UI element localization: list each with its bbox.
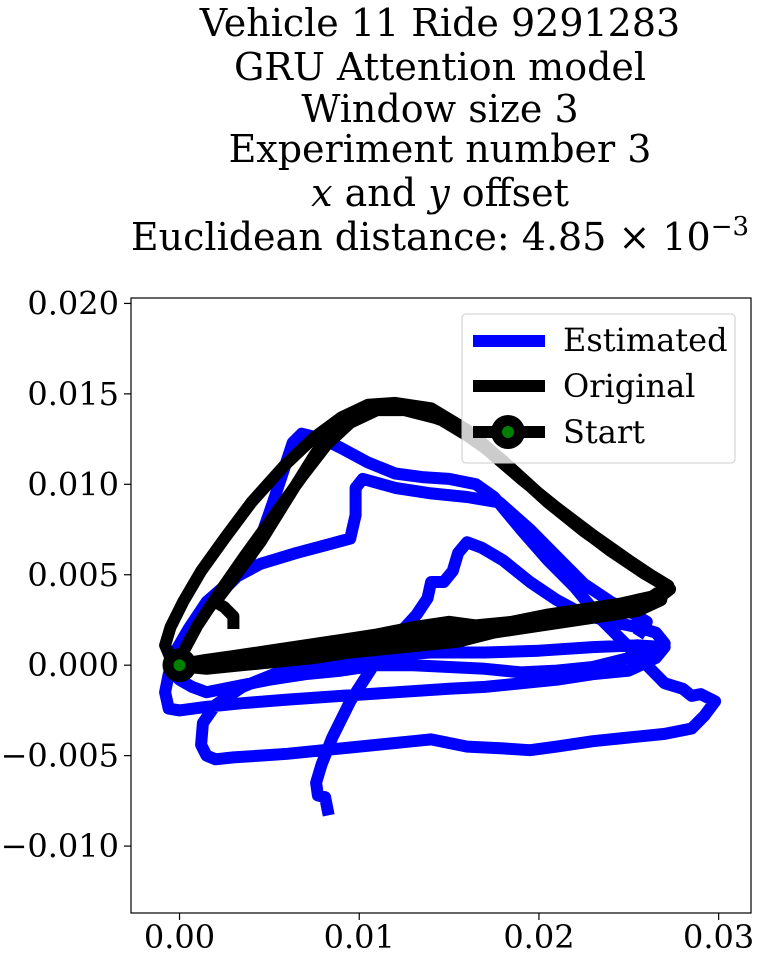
x-tick-label: 0.01 xyxy=(324,918,395,956)
y-tick-label: 0.015 xyxy=(27,375,119,413)
x-axis: 0.00 0.01 0.02 0.03 xyxy=(144,913,754,956)
series-line-original xyxy=(159,396,677,675)
y-tick-label: 0.000 xyxy=(27,646,119,684)
distance-prefix: Euclidean distance: 4.85 × 10 xyxy=(131,215,711,259)
legend-frame xyxy=(461,313,736,464)
legend-start-label: Start xyxy=(563,413,645,451)
legend: Estimated Original Start xyxy=(461,313,736,464)
title-line-distance: Euclidean distance: 4.85 × 10−3 xyxy=(131,212,749,259)
marker-layer xyxy=(162,648,197,683)
legend-start-marker-inner xyxy=(502,426,514,438)
x-tick-label: 0.00 xyxy=(144,918,215,956)
x-tick-label: 0.03 xyxy=(683,918,754,956)
plot-frame xyxy=(130,297,752,914)
legend-original-label: Original xyxy=(563,367,695,405)
title-line-2: GRU Attention model xyxy=(234,45,646,89)
title-line-4: Experiment number 3 xyxy=(229,127,652,171)
title-line-offset: x and y offset xyxy=(311,171,569,215)
series-layer xyxy=(159,396,722,817)
y-tick-label: −0.010 xyxy=(1,827,119,865)
title-y-var: y xyxy=(426,171,450,215)
title-line-3: Window size 3 xyxy=(301,87,578,131)
start-marker-inner xyxy=(173,659,186,672)
series-line-estimated xyxy=(159,427,722,817)
distance-exponent: −3 xyxy=(711,212,749,242)
y-tick-label: 0.010 xyxy=(27,465,119,503)
y-tick-label: 0.005 xyxy=(27,556,119,594)
x-tick-label: 0.02 xyxy=(503,918,574,956)
legend-estimated-label: Estimated xyxy=(563,321,728,359)
title-offset-suffix: offset xyxy=(450,171,569,215)
chart-title: Vehicle 11 Ride 9291283 GRU Attention mo… xyxy=(131,1,749,259)
title-and: and xyxy=(333,171,429,215)
y-tick-label: 0.020 xyxy=(27,284,119,322)
title-x-var: x xyxy=(311,171,332,215)
y-axis: 0.020 0.015 0.010 0.005 0.000 −0.005 −0.010 xyxy=(1,284,131,865)
title-line-1: Vehicle 11 Ride 9291283 xyxy=(199,1,680,45)
y-tick-label: −0.005 xyxy=(1,737,119,775)
